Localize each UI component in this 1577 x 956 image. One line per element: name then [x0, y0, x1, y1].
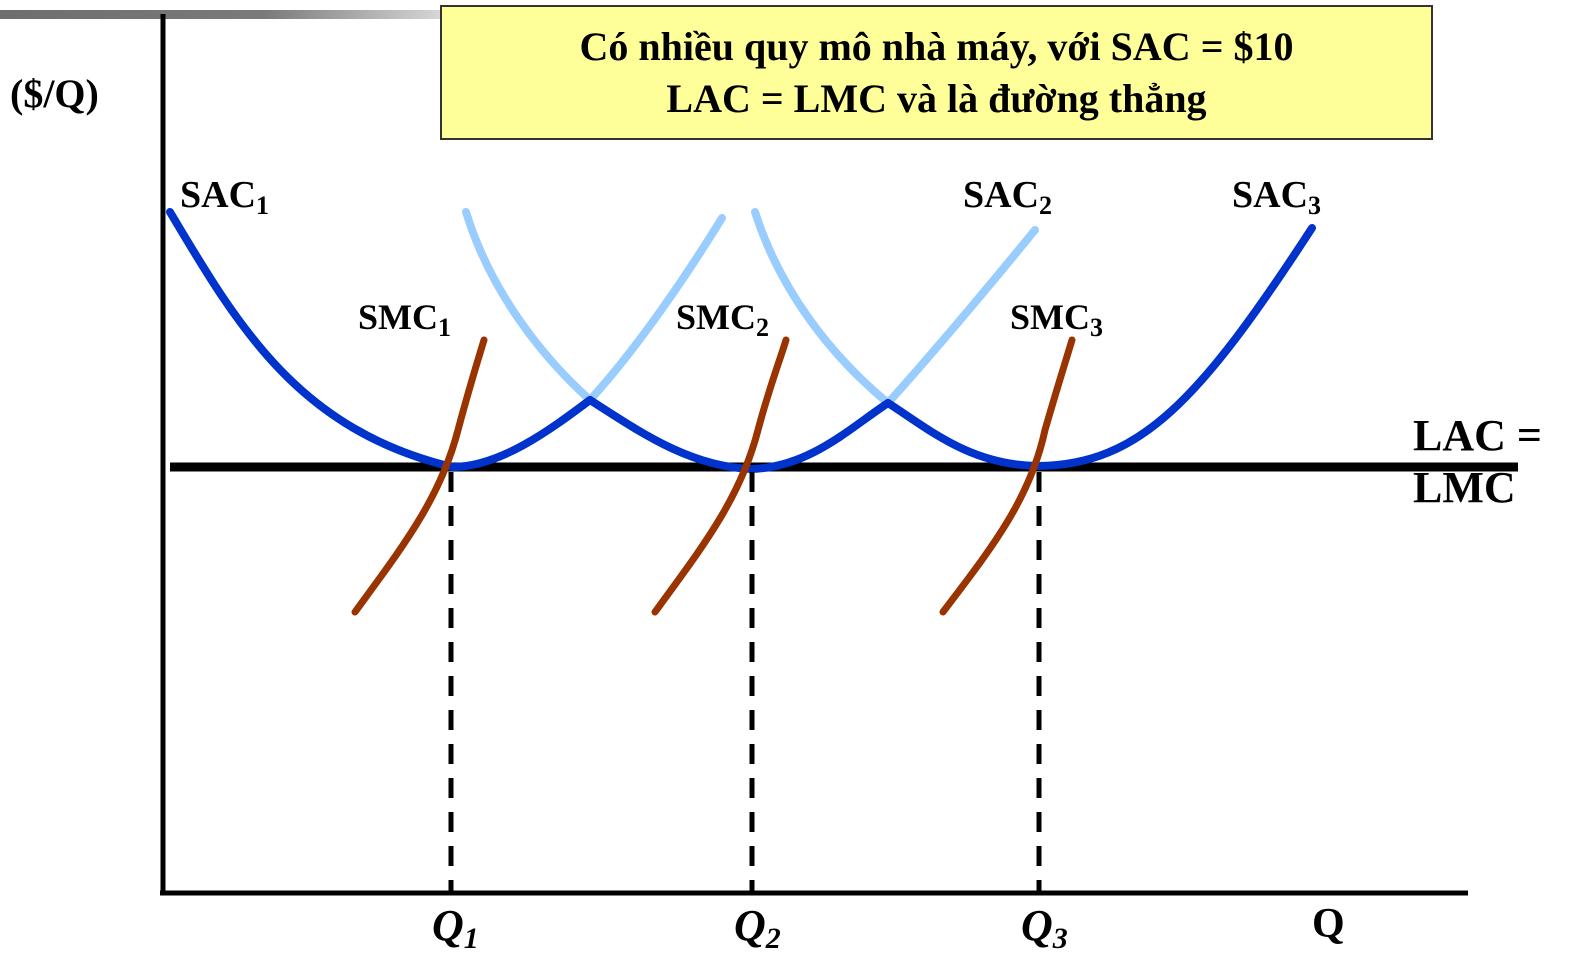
sac2-right-faded-curve [884, 226, 1039, 407]
lac-lmc-label: LAC = LMC [1413, 411, 1542, 512]
title-box: Có nhiều quy mô nhà máy, với SAC = $10 L… [440, 5, 1433, 140]
q1-label: Q1 [432, 901, 479, 955]
title-line-2: LAC = LMC và là đường thẳng [666, 75, 1207, 121]
x-axis-label: Q [1312, 901, 1345, 947]
q3-label: Q3 [1021, 901, 1068, 955]
sac3-curve [884, 224, 1316, 471]
sac2-label: SAC2 [963, 174, 1053, 220]
smc1-label: SMC1 [358, 297, 451, 342]
sac1-curve [166, 208, 594, 472]
smc3-curve [939, 336, 1076, 616]
sac1-label: SAC1 [180, 174, 270, 220]
sac3-label: SAC3 [1232, 174, 1322, 220]
smc1-curve [351, 336, 488, 616]
smc3-label: SMC3 [1010, 297, 1103, 342]
sac2-curve [586, 396, 892, 474]
sac1-right-faded-curve [586, 214, 726, 404]
title-line-1: Có nhiều quy mô nhà máy, với SAC = $10 [579, 23, 1294, 69]
smc2-label: SMC2 [676, 297, 769, 342]
sac3-left-faded-curve [751, 208, 892, 407]
q2-label: Q2 [734, 901, 781, 955]
sac2-left-faded-curve [462, 208, 594, 404]
y-axis-label: ($/Q) [10, 71, 99, 116]
smc2-curve [651, 336, 790, 616]
slide-top-bar [0, 10, 440, 19]
